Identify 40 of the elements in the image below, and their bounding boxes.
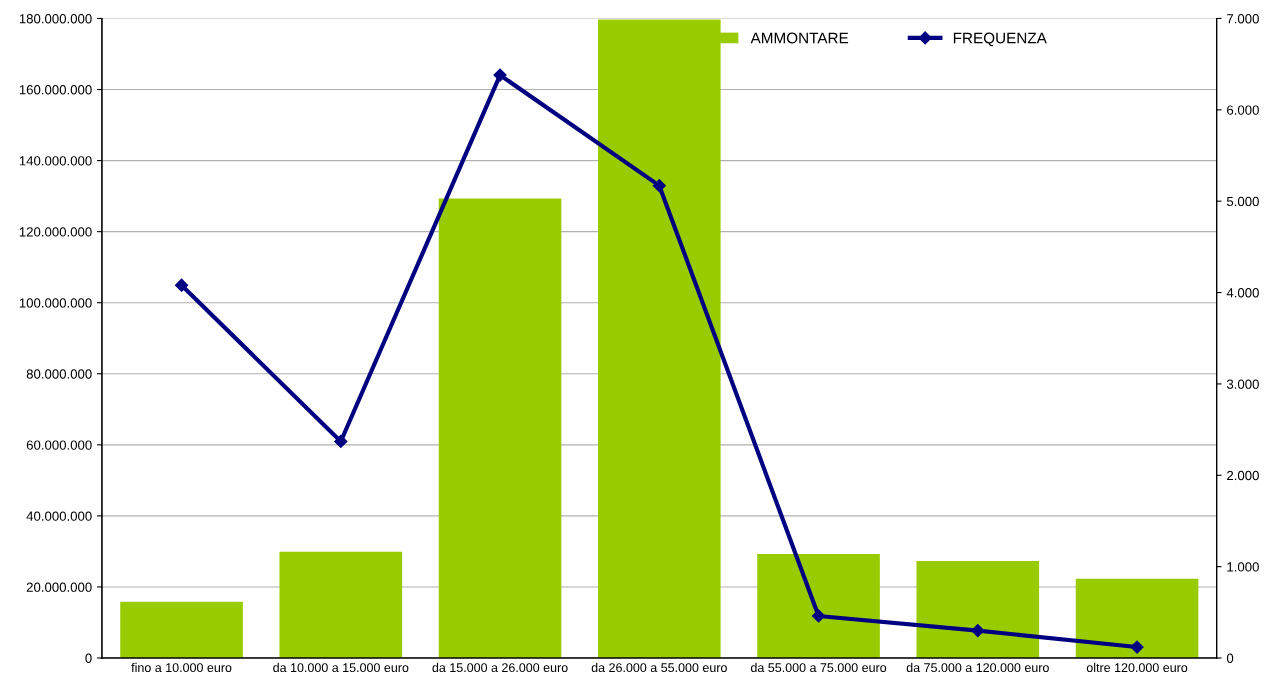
y-tick-label: 140.000.000 [19, 156, 92, 166]
y-tick-label: 180.000.000 [19, 14, 92, 24]
y-tick-label: 100.000.000 [19, 298, 92, 308]
point [493, 68, 507, 82]
y-tick-label: 0 [85, 653, 92, 663]
y2-tick-label: 1.000 [1227, 562, 1259, 572]
bar [279, 551, 403, 659]
point [971, 624, 985, 638]
x-tick-label: da 55.000 a 75.000 euro [750, 662, 887, 673]
y-tick-label: 120.000.000 [19, 227, 92, 237]
y2-tick-label: 0 [1226, 653, 1234, 663]
y-tick-label: 20.000.000 [26, 582, 92, 592]
legend-label: FREQUENZA [953, 32, 1047, 47]
y2-tick-label: 2.000 [1227, 470, 1259, 481]
legend-label: AMMONTARE [750, 32, 849, 44]
bar [916, 561, 1040, 659]
x-tick-label: da 75.000 a 120.000 euro [906, 662, 1049, 673]
point [652, 179, 666, 193]
point [334, 434, 348, 449]
bar [438, 198, 562, 659]
point [174, 278, 189, 292]
y2-tick-label: 3.000 [1226, 379, 1259, 389]
y-tick-label: 80.000.000 [26, 369, 92, 379]
y2-tick-label: 4.000 [1226, 288, 1259, 298]
x-tick-label: da 15.000 a 26.000 euro [432, 662, 568, 673]
x-tick-label: fino a 10.000 euro [131, 662, 232, 673]
x-tick-label: da 10.000 a 15.000 euro [273, 662, 409, 673]
y2-tick-label: 5.000 [1226, 196, 1259, 207]
y-tick-label: 40.000.000 [26, 511, 92, 521]
point [811, 609, 826, 623]
y2-tick-label: 6.000 [1227, 105, 1259, 115]
x-tick-label: oltre 120.000 euro [1086, 662, 1188, 673]
bar [120, 601, 243, 659]
point [1130, 640, 1144, 654]
y-tick-label: 60.000.000 [26, 440, 92, 450]
x-tick-label: da 26.000 a 55.000 euro [591, 662, 727, 673]
bar [1075, 578, 1199, 659]
y2-tick-label: 7.000 [1227, 14, 1259, 24]
y-tick-label: 160.000.000 [19, 85, 92, 95]
bar [757, 553, 880, 659]
